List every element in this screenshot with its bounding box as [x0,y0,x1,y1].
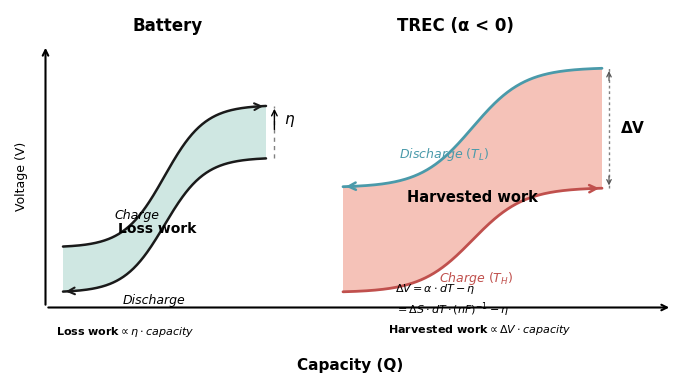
Text: Capacity (Q): Capacity (Q) [297,358,403,373]
Text: $\mathbf{Loss\ work}$$ \propto \eta \cdot \mathit{capacity}$: $\mathbf{Loss\ work}$$ \propto \eta \cdo… [56,325,195,339]
Polygon shape [343,68,602,292]
Text: TREC (α < 0): TREC (α < 0) [397,17,513,35]
Text: $\Delta V = \alpha \cdot dT - \eta$: $\Delta V = \alpha \cdot dT - \eta$ [395,282,476,296]
Text: Discharge: Discharge [122,294,186,307]
Text: Battery: Battery [133,17,203,35]
Text: $= \Delta S \cdot dT \cdot (nF)^{-1} - \eta$: $= \Delta S \cdot dT \cdot (nF)^{-1} - \… [395,300,510,319]
Text: Charge: Charge [114,209,159,222]
Text: $\mathbf{\Delta V}$: $\mathbf{\Delta V}$ [620,120,645,136]
Text: $\mathbf{Harvested\ work}$$ \propto \Delta V \cdot \mathit{capacity}$: $\mathbf{Harvested\ work}$$ \propto \Del… [389,323,572,337]
Text: Loss work: Loss work [118,222,197,236]
Text: $\mathit{\eta}$: $\mathit{\eta}$ [284,113,295,129]
Text: Charge $(T_H)$: Charge $(T_H)$ [439,270,513,286]
Text: Voltage (V): Voltage (V) [15,142,27,211]
Polygon shape [63,106,266,292]
Text: Harvested work: Harvested work [407,190,538,205]
Text: Discharge $(T_L)$: Discharge $(T_L)$ [399,146,490,164]
